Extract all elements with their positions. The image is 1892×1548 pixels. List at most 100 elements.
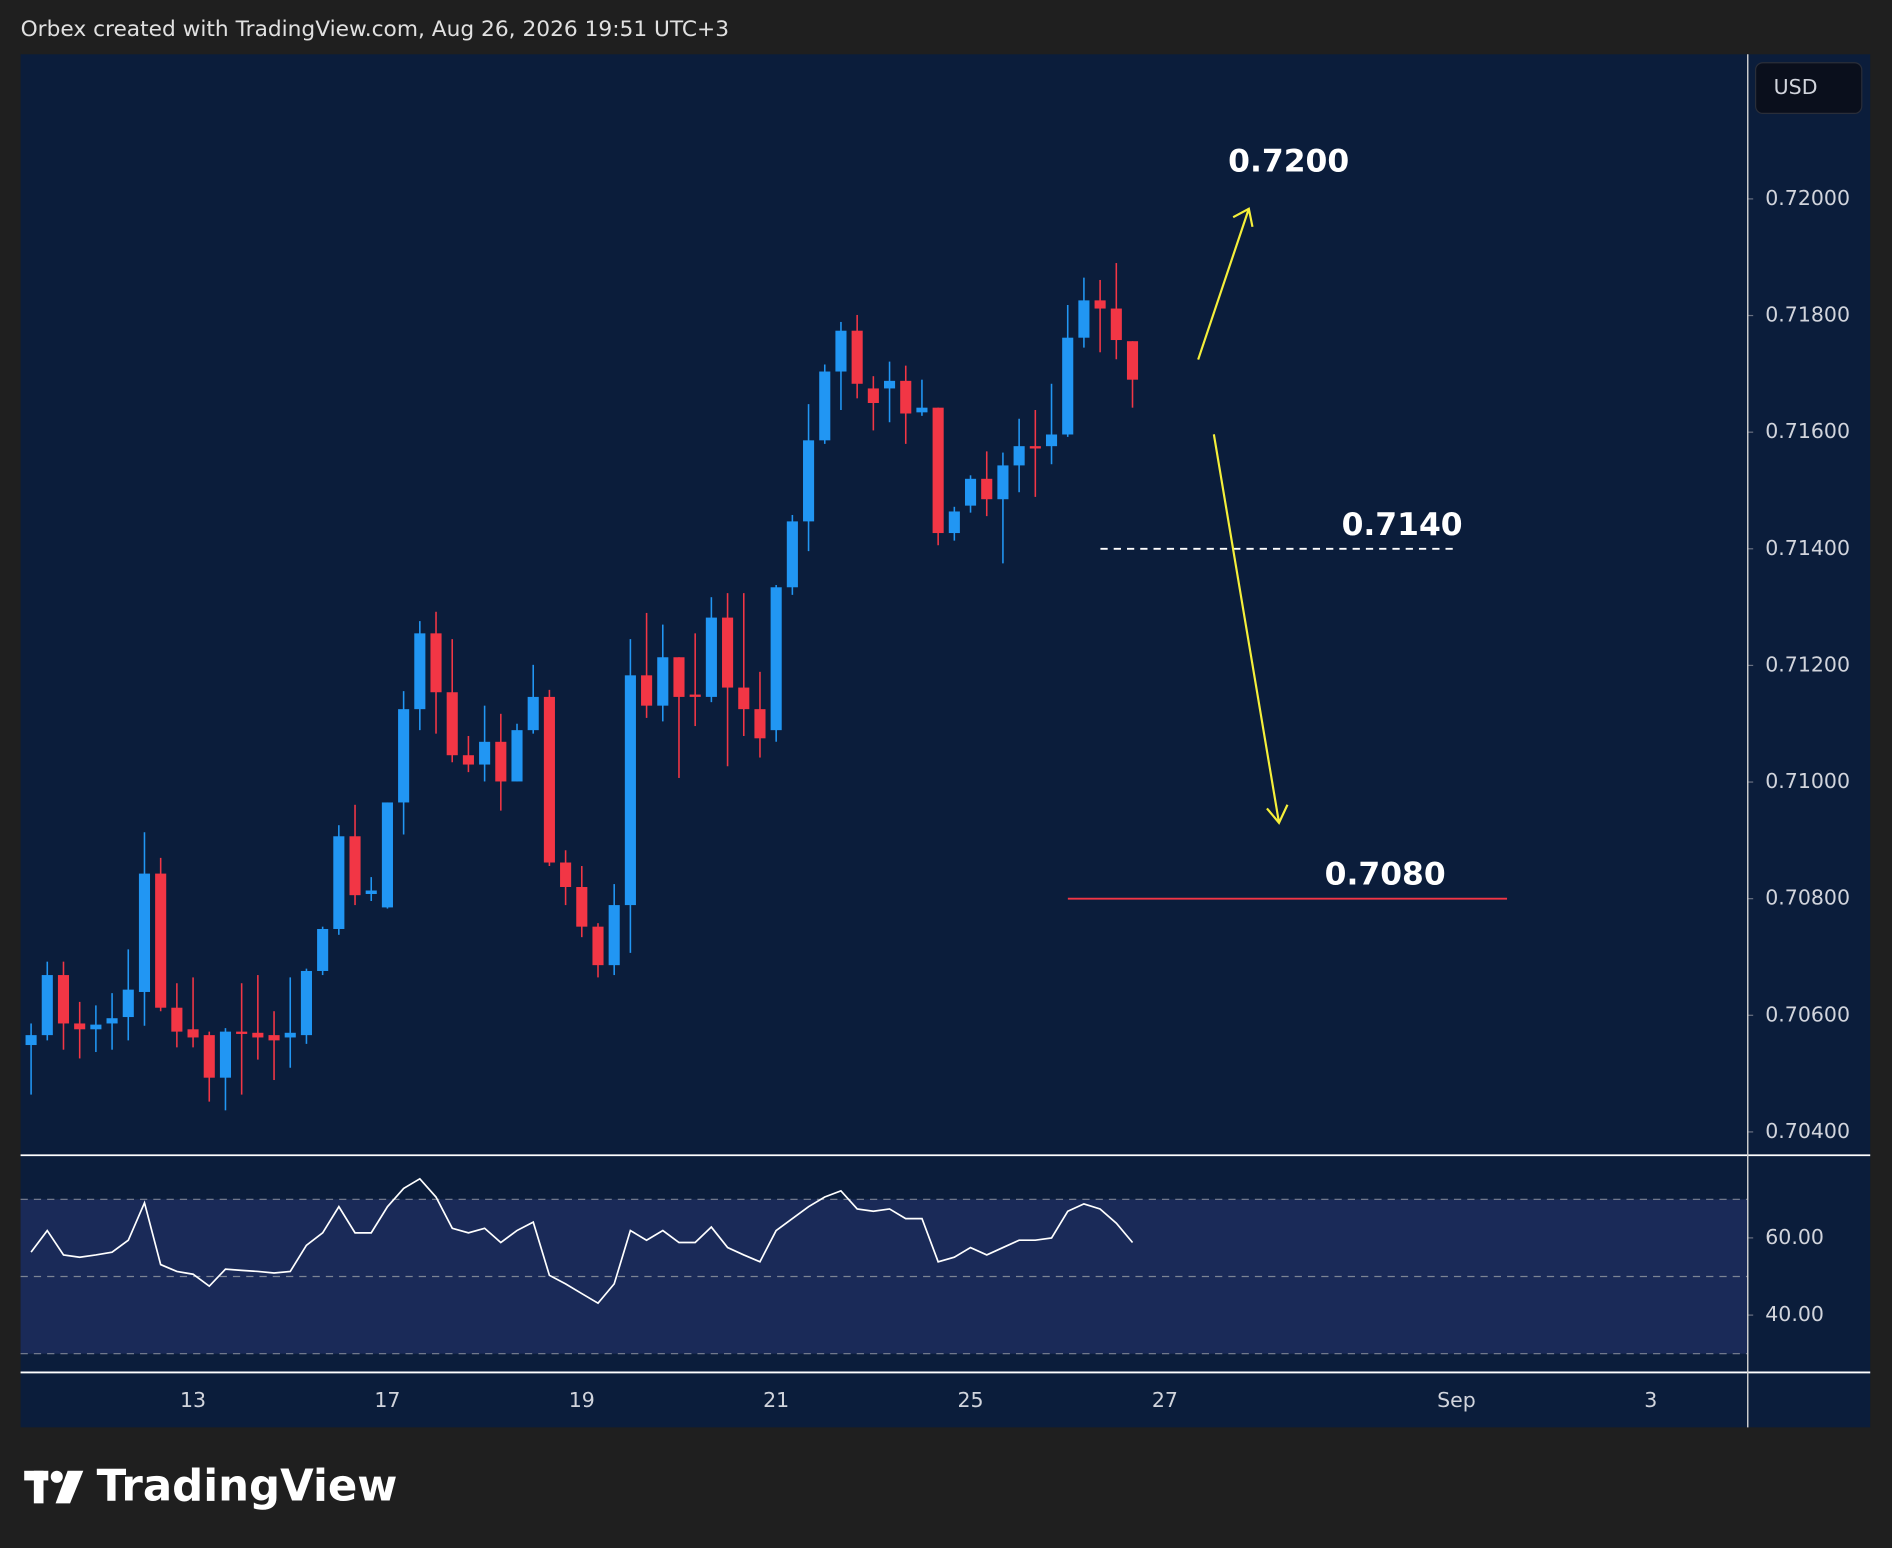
y-tick-label: 0.72000 [1765, 186, 1850, 210]
arrow-head [1266, 804, 1289, 825]
candle-body [349, 836, 361, 896]
candle-body [527, 696, 539, 731]
candle-body [803, 440, 815, 522]
candle-body [446, 692, 458, 756]
brand: TradingView [97, 1461, 398, 1511]
candle-body [835, 330, 847, 372]
candle-body [1078, 300, 1090, 338]
candle-body [608, 905, 620, 966]
candle-body [479, 741, 491, 765]
candle-body [106, 1018, 118, 1024]
header: Orbex created with TradingView.com, Aug … [21, 17, 729, 42]
currency-label[interactable]: USD [1774, 75, 1818, 99]
y-tick-label: 0.71400 [1765, 536, 1850, 560]
arrow-head [1232, 207, 1254, 228]
candle-body [122, 989, 134, 1018]
candle-body [1110, 308, 1122, 341]
candle-body [187, 1029, 199, 1038]
candle-body [997, 465, 1009, 500]
y-tick-label: 0.71600 [1765, 419, 1850, 443]
y-tick-label: 40.00 [1765, 1302, 1824, 1326]
candle-body [1013, 446, 1025, 466]
level-label: 0.7140 [1342, 507, 1463, 543]
candle-body [948, 511, 960, 534]
logo-part [55, 1470, 84, 1504]
candle-body [284, 1032, 296, 1038]
y-tick-label: 0.70800 [1765, 886, 1850, 910]
candle-body [576, 887, 588, 927]
candle-body [41, 975, 53, 1036]
candle-body [381, 802, 393, 908]
candle-body [74, 1023, 86, 1030]
candle-body [624, 675, 636, 906]
candle-body [138, 873, 151, 992]
candle-body [867, 388, 879, 404]
x-tick-label: 13 [180, 1388, 206, 1412]
candle-body [1094, 300, 1106, 309]
target-label: 0.7200 [1228, 144, 1349, 180]
candle-body [1029, 446, 1041, 449]
candle-body [25, 1035, 37, 1046]
x-tick-label: 19 [569, 1388, 595, 1412]
rsi-line [30, 1177, 1134, 1305]
x-tick-label: 27 [1152, 1388, 1178, 1412]
x-tick-label: Sep [1437, 1388, 1476, 1412]
candle-body [543, 696, 555, 863]
arrow-up [1197, 208, 1250, 360]
candle-body [171, 1007, 183, 1032]
candle-body [1126, 341, 1139, 380]
x-tick-label: 21 [763, 1388, 789, 1412]
currency-button[interactable] [1754, 62, 1863, 115]
candle-body [203, 1035, 215, 1078]
level-label: 0.7080 [1325, 857, 1446, 893]
candle-body [1062, 337, 1074, 435]
plot: 0.70400 0.70600 0.70800 0.71000 0.71200 0.714… [20, 144, 1850, 1412]
chart-frame [20, 54, 1871, 1428]
candle-body [851, 330, 863, 384]
logo-part [50, 1470, 63, 1483]
y-tick-label: 0.71200 [1765, 652, 1850, 676]
candle-body [819, 371, 831, 441]
candle-body [705, 617, 717, 697]
candle-body [1045, 434, 1058, 447]
brand-logo [24, 1470, 84, 1504]
candle-body [722, 617, 734, 688]
candle-body [219, 1031, 232, 1078]
y-tick-label: 60.00 [1765, 1225, 1824, 1249]
candle-body [268, 1035, 280, 1041]
candle-body [252, 1032, 264, 1038]
candle-body [300, 970, 312, 1036]
candle-body [414, 633, 426, 710]
candle-body [90, 1024, 102, 1030]
candle-body [689, 694, 701, 697]
candle-body [932, 407, 944, 534]
candle-body [317, 928, 329, 971]
candle-body [981, 478, 993, 500]
candle-body [511, 730, 523, 782]
candle-body [738, 687, 750, 710]
candle-body [236, 1031, 248, 1034]
candle-body [333, 836, 345, 929]
candle-body [495, 741, 507, 782]
y-tick-label: 0.71000 [1765, 769, 1850, 793]
candle-body [57, 975, 70, 1024]
candle-body [398, 709, 410, 803]
candle-body [916, 407, 928, 413]
candle-body [560, 862, 572, 888]
x-tick-label: 25 [957, 1388, 983, 1412]
candle-body [592, 926, 604, 966]
candle-body [657, 657, 669, 706]
candle-body [770, 587, 782, 731]
x-tick-label: 3 [1644, 1388, 1657, 1412]
candle-body [641, 675, 653, 706]
y-tick-label: 0.70400 [1765, 1119, 1850, 1143]
candle-body [883, 380, 896, 389]
y-tick-label: 0.71800 [1765, 303, 1850, 327]
arrow-down [1212, 434, 1281, 824]
logo-part [33, 1470, 44, 1504]
candle-body [365, 890, 377, 895]
candle-body [155, 873, 167, 1008]
candle-body [462, 755, 474, 765]
